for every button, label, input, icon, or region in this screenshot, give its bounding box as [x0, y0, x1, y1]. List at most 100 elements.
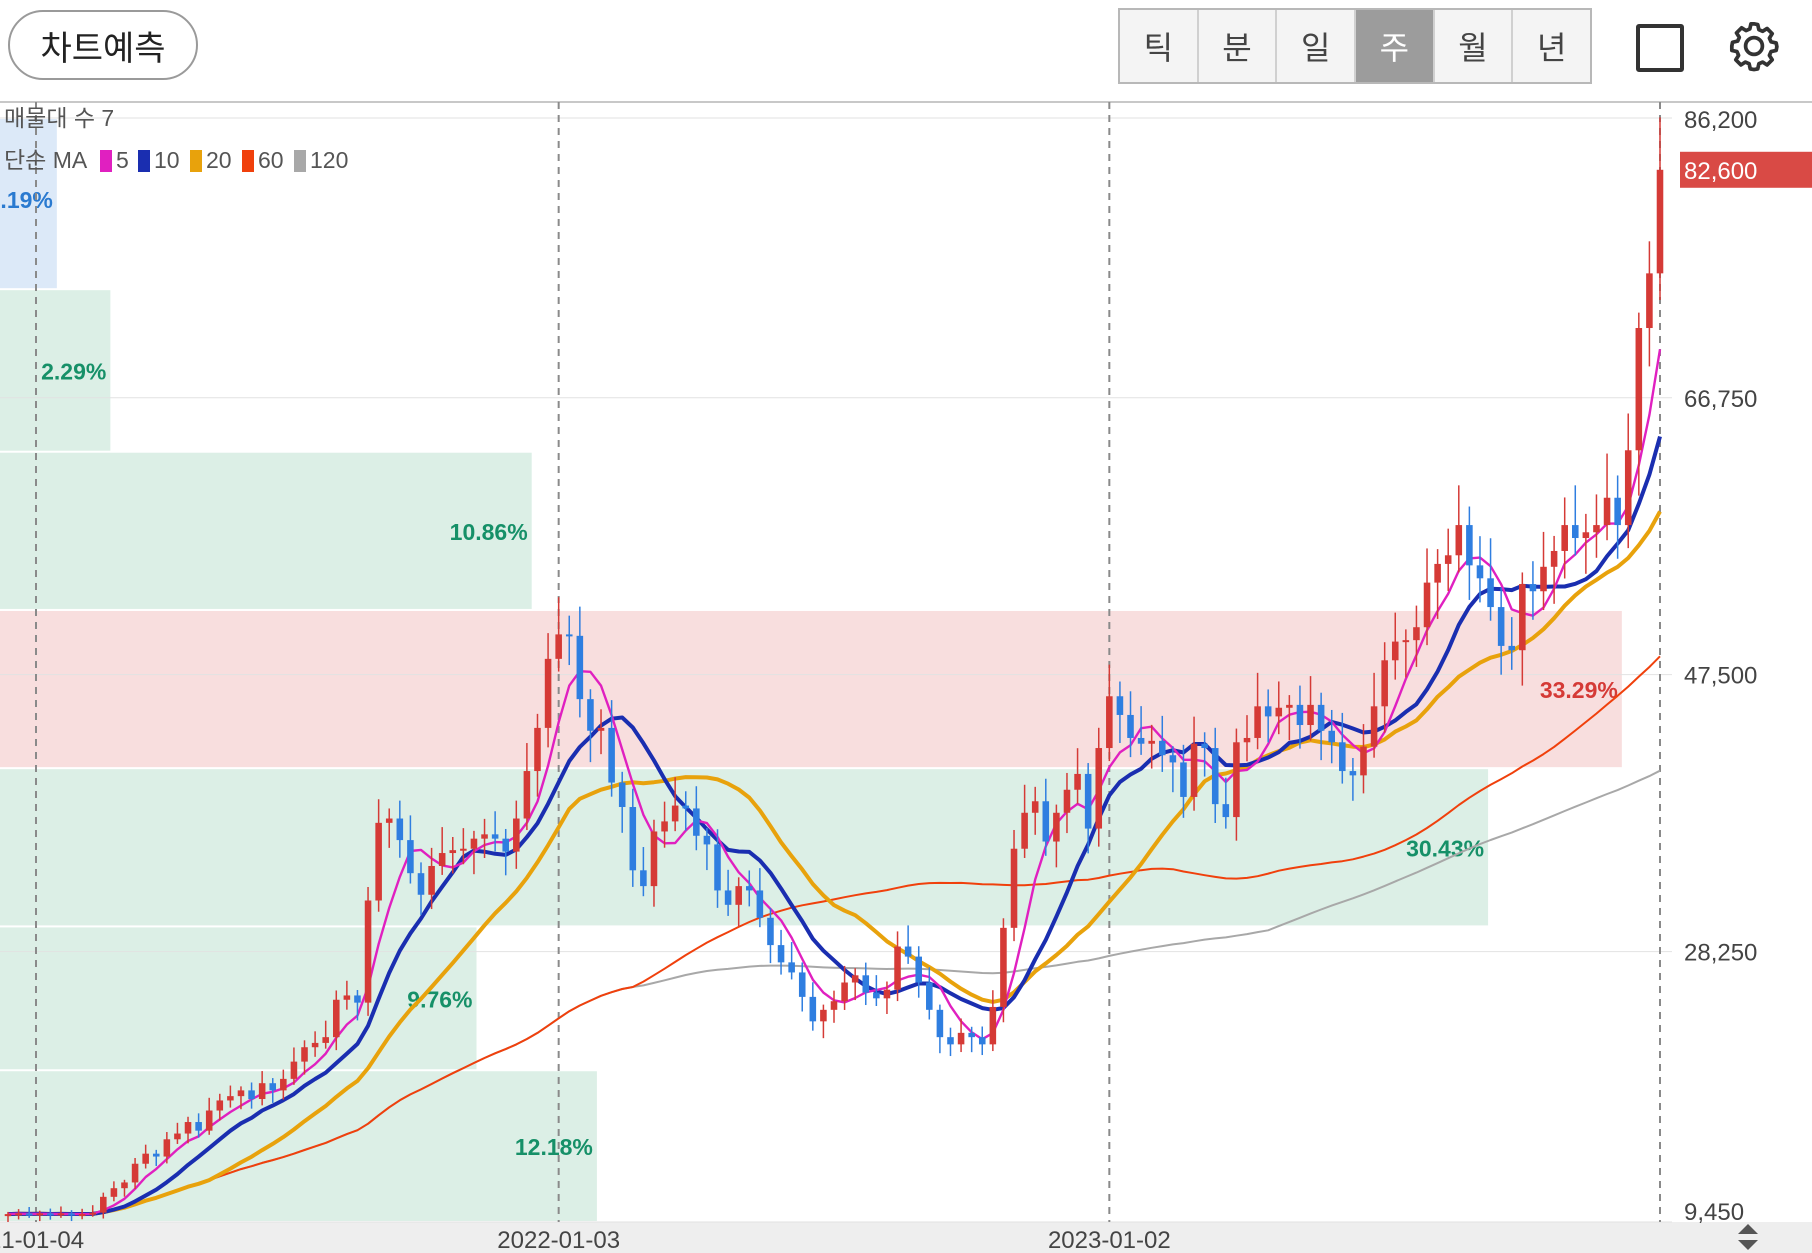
candle-body [502, 838, 510, 852]
scroll-handle-icon[interactable] [1736, 1222, 1760, 1252]
candle-body [1307, 704, 1314, 726]
volume-profile-band [0, 1071, 597, 1221]
candle-body [89, 1212, 97, 1215]
candle-body [650, 831, 658, 887]
tab-tick[interactable]: 틱 [1120, 10, 1199, 82]
candle-body [682, 805, 690, 809]
candle-body [1561, 525, 1568, 551]
tab-month[interactable]: 월 [1434, 10, 1514, 82]
candle-body [311, 1042, 319, 1048]
y-axis-label: 86,200 [1684, 107, 1757, 134]
x-axis-strip [0, 1222, 1812, 1253]
candle-body [1190, 743, 1198, 797]
gear-icon[interactable] [1726, 18, 1782, 74]
candle-body [1339, 742, 1346, 772]
candle-body [798, 972, 806, 997]
candle-body [407, 840, 414, 874]
candle-body [1466, 525, 1473, 566]
candle-body [375, 822, 382, 901]
candle-body [237, 1090, 245, 1097]
chart-predict-button[interactable]: 차트예측 [8, 10, 198, 80]
candle-body [1508, 645, 1516, 651]
candle-body [629, 807, 637, 871]
candle-body [1413, 627, 1420, 641]
candle-body [544, 658, 552, 728]
square-icon[interactable] [1636, 24, 1684, 72]
candle-body [417, 873, 425, 895]
x-axis-label: 21-01-04 [0, 1227, 84, 1253]
tab-week[interactable]: 주 [1356, 10, 1435, 82]
candle-body [820, 1009, 827, 1022]
candle-body [248, 1090, 255, 1100]
candle-body [1222, 804, 1230, 818]
candle-body [830, 1001, 838, 1010]
candle-body [174, 1133, 181, 1140]
candle-body [1487, 578, 1494, 608]
candle-body [809, 996, 817, 1022]
tab-year[interactable]: 년 [1513, 10, 1591, 82]
candle-body [1593, 525, 1600, 533]
candle-body [1233, 742, 1240, 818]
candle-body [724, 890, 732, 905]
candle-body [1275, 707, 1283, 717]
candle-body [1169, 755, 1177, 763]
candle-body [1063, 789, 1071, 813]
ma-legend-label: 120 [310, 147, 348, 173]
candle-body [745, 886, 753, 891]
candle-body [1656, 169, 1664, 274]
ma-legend-swatch [294, 150, 306, 172]
candle-body [936, 1009, 944, 1038]
volume-profile-percent: 9.76% [407, 986, 472, 1012]
ma-legend-swatch [190, 150, 202, 172]
candle-body [1402, 640, 1410, 643]
candle-body [1624, 450, 1632, 526]
candle-body [989, 1006, 997, 1045]
candle-body [523, 771, 531, 819]
candle-body [438, 853, 446, 866]
period-tabs: 틱 분 일 주 월 년 [1118, 8, 1592, 84]
current-price-tag [1680, 151, 1812, 188]
candle-body [152, 1153, 160, 1157]
x-axis-label: 2022-01-03 [497, 1227, 620, 1253]
candle-body [513, 818, 520, 852]
volume-profile-band [0, 290, 111, 451]
price-chart[interactable]: 1.19%2.29%10.86%33.29%30.43%9.76%12.18%8… [0, 100, 1812, 1253]
candle-body [385, 818, 393, 823]
candle-body [777, 945, 785, 963]
candle-body [883, 989, 891, 999]
ma-20-line [7, 510, 1662, 1217]
candle-body [1074, 773, 1081, 790]
candle-body [290, 1061, 298, 1079]
candle-body [396, 818, 404, 841]
candle-body [280, 1078, 287, 1091]
candle-body [1211, 748, 1219, 805]
volume-profile-percent: 12.18% [515, 1134, 593, 1160]
volume-profile-percent: 1.19% [0, 187, 53, 213]
candle-body [142, 1153, 149, 1164]
candle-body [15, 1213, 22, 1216]
candle-body [1286, 704, 1293, 708]
candle-body [481, 834, 488, 839]
candle-body [1582, 532, 1590, 539]
candle-body [1646, 273, 1653, 329]
candle-body [788, 962, 795, 973]
candle-body [1201, 743, 1208, 749]
y-axis-label: 28,250 [1684, 940, 1757, 967]
candle-body [735, 886, 742, 905]
candle-body [100, 1196, 107, 1213]
candle-body [1106, 696, 1113, 749]
candle-body [1137, 737, 1145, 744]
y-axis-label: 9,450 [1684, 1199, 1744, 1226]
candle-body [332, 999, 340, 1038]
candle-body [1264, 706, 1272, 717]
candle-body [184, 1122, 192, 1134]
tab-minute[interactable]: 분 [1198, 10, 1278, 82]
candle-body [78, 1214, 86, 1217]
candle-body [957, 1032, 965, 1045]
ma-legend-label: 20 [206, 147, 232, 173]
candle-body [1053, 812, 1060, 842]
candle-body [1370, 706, 1378, 747]
tab-day[interactable]: 일 [1277, 10, 1357, 82]
candle-body [269, 1083, 277, 1091]
candle-body [597, 727, 605, 731]
